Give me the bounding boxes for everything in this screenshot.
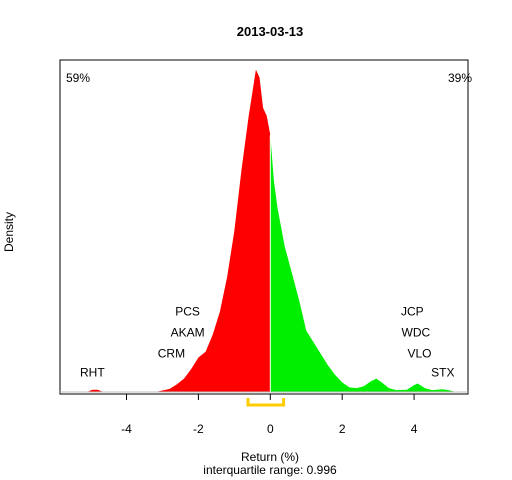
iqr-bracket-line [246,398,286,407]
density-areas [86,69,456,393]
plot-frame [59,59,469,395]
annotation-stx: STX [431,366,454,380]
pct-positive-label: 39% [448,71,472,85]
annotation-pcs: PCS [175,304,200,318]
positive-returns-area [270,134,456,392]
chart-title: 2013-03-13 [237,24,304,39]
x-axis-title: Return (%) [241,450,299,464]
annotation-crm: CRM [158,346,185,360]
x-tick-label: 4 [411,422,418,436]
annotation-rht: RHT [80,366,105,380]
x-tick-label: -2 [193,422,204,436]
iqr-subtitle: interquartile range: 0.996 [203,463,337,477]
annotation-akam: AKAM [171,325,205,339]
x-tick-label: -4 [121,422,132,436]
negative-returns-area [86,69,271,393]
x-tick-label: 0 [267,422,274,436]
annotation-wdc: WDC [402,325,431,339]
x-axis: -4 -2 0 2 4 [121,394,418,436]
y-axis-title: Density [2,212,16,252]
pct-negative-label: 59% [66,71,90,85]
iqr-bracket [246,398,286,407]
annotation-jcp: JCP [401,304,424,318]
x-tick-label: 2 [339,422,346,436]
annotation-vlo: VLO [407,346,431,360]
